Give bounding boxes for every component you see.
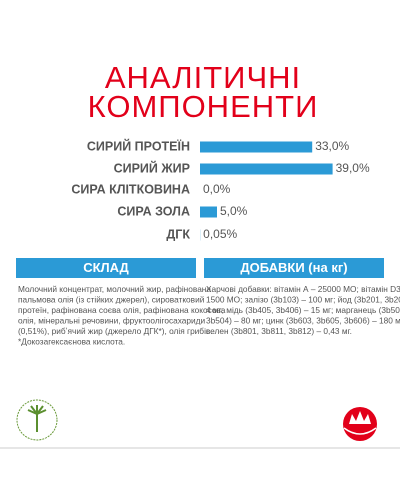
category-label: ДГК	[166, 227, 190, 241]
section-text: селен (3b801, 3b811, 3b812) – 0,43 мг.	[206, 326, 352, 336]
value-label: 5,0%	[220, 204, 248, 218]
section-text: Молочний концентрат, молочний жир, рафін…	[18, 284, 211, 294]
section-text: 4 мг; мідь (3b405, 3b406) – 15 мг; марга…	[206, 305, 400, 315]
section-text: *Докозагексаєнова кислота.	[18, 337, 125, 347]
section-text: пальмова олія (із стійких джерел), сиров…	[18, 295, 205, 305]
bar	[200, 141, 313, 153]
bar	[200, 206, 217, 218]
section-text: (0,51%), рибʼячий жир (джерело ДГК*), ол…	[18, 326, 213, 336]
category-label: СИРА ЗОЛА	[117, 204, 190, 218]
section-text: 1500 МО; залізо (3b103) – 100 мг; йод (3…	[206, 295, 400, 305]
chart-title: АНАЛІТИЧНІ	[105, 60, 301, 95]
section-text: 3b504) – 80 мг; цинк (3b603, 3b605, 3b60…	[206, 316, 400, 326]
section-header: ДОБАВКИ (на кг)	[240, 260, 347, 275]
section-header-box	[16, 258, 196, 278]
palm-logo	[16, 399, 58, 441]
section-header: СКЛАД	[83, 260, 129, 275]
section-header-box	[204, 258, 384, 278]
brand-logo	[343, 407, 377, 441]
category-label: СИРИЙ ЖИР	[114, 160, 190, 175]
value-label: 33,0%	[315, 139, 349, 153]
category-label: СИРИЙ ПРОТЕЇН	[87, 138, 190, 153]
chart-title: КОМПОНЕНТИ	[88, 89, 319, 124]
section-text: Харчові добавки: вітамін А – 25000 МО; в…	[206, 284, 400, 294]
section-text: протеїн, рафінована соєва олія, рафінова…	[18, 305, 226, 315]
category-label: СИРА КЛІТКОВИНА	[71, 182, 190, 196]
value-label: 39,0%	[336, 161, 370, 175]
value-label: 0,05%	[203, 227, 237, 241]
value-label: 0,0%	[203, 182, 231, 196]
bar	[200, 163, 333, 175]
section-text: олія, мінеральні речовини, фруктоолігоса…	[18, 316, 205, 326]
